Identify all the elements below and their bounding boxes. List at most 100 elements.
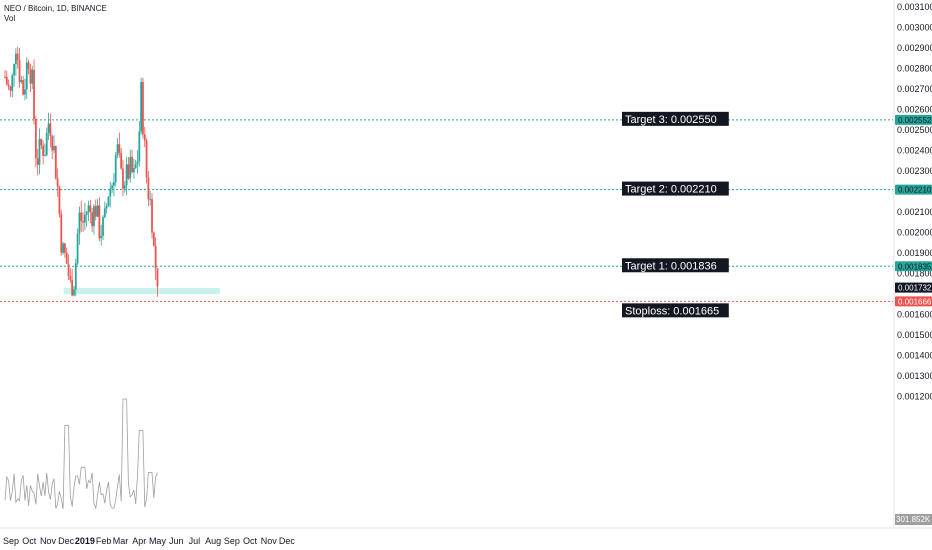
candle-body [31, 69, 34, 84]
candle-body [111, 185, 113, 189]
level-label: Target 1: 0.001836 [625, 260, 717, 272]
candle-body [33, 69, 35, 119]
y-tick-label: 0.002500 [897, 125, 932, 135]
y-tick-label: 0.002100 [897, 207, 932, 217]
candle-body [152, 232, 155, 246]
candle-body [156, 268, 159, 287]
candle-body [71, 279, 74, 296]
level-label-box [622, 303, 729, 318]
candle-body [98, 205, 101, 239]
candle-body [18, 60, 21, 83]
candle-body [20, 80, 23, 83]
candle-body [136, 161, 139, 165]
candle-body [122, 168, 124, 189]
y-tick-label: 0.001800 [897, 269, 932, 279]
candle-body [138, 131, 141, 162]
candle-body [93, 206, 95, 227]
candle-body [80, 212, 83, 221]
level-price-badge-text: 0.001835 [898, 262, 932, 271]
y-tick-label: 0.001300 [897, 371, 932, 381]
candle-body [60, 214, 63, 253]
time-axis[interactable]: Sep Oct Nov Dec 2019 Feb Mar Apr May Jun Jul Aug Sep… [0, 527, 932, 546]
candle-body [24, 89, 26, 95]
candle-body [129, 156, 132, 179]
candle-body [147, 177, 150, 200]
x-tick-label: Aug [205, 536, 221, 546]
x-tick-label: May [149, 536, 167, 546]
x-tick-label: Nov [40, 536, 57, 546]
candle-body [149, 199, 152, 201]
candle-body [9, 86, 12, 91]
level-price-badge-text: 0.002210 [898, 186, 932, 195]
x-tick-label: Jul [189, 536, 201, 546]
y-tick-label: 0.002300 [897, 166, 932, 176]
candle-body [83, 214, 86, 223]
x-tick-label: Feb [96, 536, 112, 546]
level-label-box [622, 258, 729, 273]
candle-body [69, 275, 72, 280]
y-tick-label: 0.001400 [897, 351, 932, 361]
y-tick-label: 0.001900 [897, 248, 932, 258]
symbol-title: NEO / Bitcoin, 1D, BINANCE [4, 4, 107, 13]
x-tick-label: Mar [113, 536, 129, 546]
y-tick-label: 0.002900 [897, 43, 932, 53]
candle-body [142, 82, 144, 135]
candle-body [13, 64, 15, 76]
volume-legend: Vol [4, 14, 15, 23]
candle-body [67, 263, 70, 276]
candle-body [87, 205, 90, 212]
candle-body [145, 140, 148, 178]
candle-body [91, 212, 94, 227]
y-tick-label: 0.002700 [897, 84, 932, 94]
candle-body [107, 196, 110, 207]
candle-body [127, 164, 130, 179]
candle-body [47, 123, 50, 133]
level-price-badge [895, 261, 932, 272]
candle-body [114, 155, 117, 183]
candle-body [118, 144, 121, 153]
candle-body [123, 185, 126, 189]
level-label: Target 3: 0.002550 [625, 114, 717, 126]
x-tick-label: Jun [169, 536, 184, 546]
candle-body [96, 205, 99, 217]
candle-body [7, 84, 10, 87]
candle-body [134, 164, 137, 168]
candle-body [34, 118, 37, 159]
x-tick-label: Sep [224, 536, 240, 546]
volume-series [4, 398, 158, 510]
candle-body [11, 75, 14, 91]
candle-body [120, 152, 123, 169]
candle-body [29, 68, 32, 84]
candle-body [36, 158, 39, 165]
y-tick-label: 0.001200 [897, 392, 932, 402]
price-axis[interactable]: 0.003100 0.003000 0.002900 0.002800 0.002700… [893, 0, 932, 528]
candle-body [103, 208, 106, 218]
candle-body [25, 62, 28, 90]
annotations: Target 3: 0.002550 Target 2: 0.002210 Targ… [622, 111, 729, 318]
candle-body [54, 146, 57, 179]
y-tick-label: 0.003100 [897, 2, 932, 12]
candle-body [82, 220, 84, 223]
candle-body [58, 186, 61, 215]
volume-badge-text: 301.852K [896, 515, 931, 524]
candle-body [116, 144, 119, 156]
x-tick-label: Dec [58, 536, 75, 546]
x-tick-label: Sep [3, 536, 19, 546]
candle-body [132, 167, 135, 173]
candle-body [49, 123, 52, 137]
candle-body [51, 136, 54, 151]
candle-body [94, 206, 97, 217]
candle-body [5, 77, 8, 85]
candle-body [22, 80, 25, 95]
candle-body [53, 146, 55, 151]
candle-body [56, 178, 59, 187]
candle-body [78, 212, 81, 234]
level-price-badge-text: 0.002552 [898, 116, 932, 125]
level-label: Target 2: 0.002210 [625, 184, 717, 196]
candle-body [73, 289, 75, 296]
level-label: Stoploss: 0.001665 [625, 305, 719, 317]
level-price-badge [895, 184, 932, 195]
x-tick-label: Oct [243, 536, 258, 546]
